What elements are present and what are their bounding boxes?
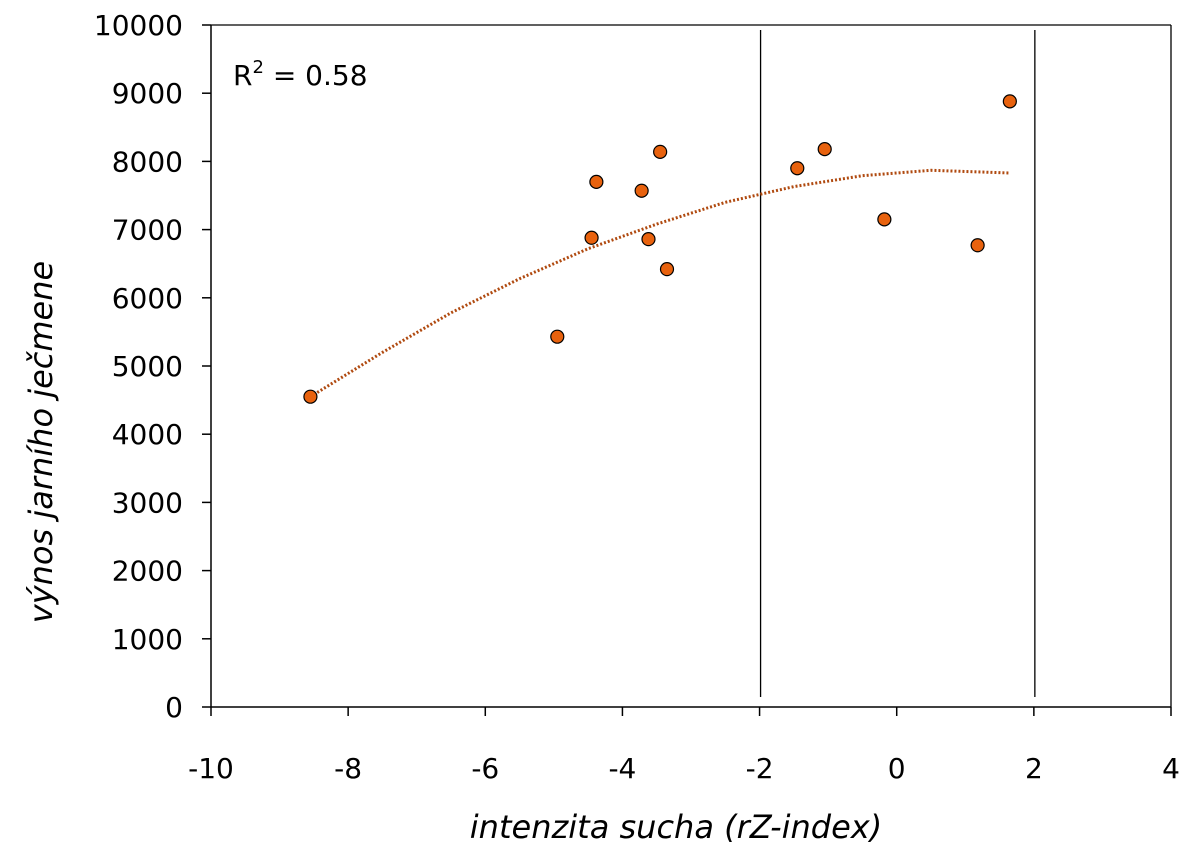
data-point xyxy=(877,212,892,227)
y-axis: 0 1000 2000 3000 4000 5000 6000 7000 8000 9000 100… xyxy=(94,9,212,724)
y-tick-label: 0 xyxy=(165,691,183,724)
y-tick-label: 3000 xyxy=(112,486,183,519)
x-axis-title: intenzita sucha (rZ-index) xyxy=(470,808,882,846)
x-tick-label: 4 xyxy=(1162,752,1180,785)
x-tick-label: -4 xyxy=(608,752,636,785)
data-point xyxy=(817,142,832,157)
r-squared-superscript: 2 xyxy=(252,57,263,78)
y-tick-label: 2000 xyxy=(112,555,183,588)
r-squared-label: R xyxy=(233,59,252,92)
y-tick-label: 5000 xyxy=(112,350,183,383)
data-point xyxy=(653,144,668,159)
x-tick-label: -2 xyxy=(746,752,774,785)
y-tick-label: 4000 xyxy=(112,418,183,451)
y-tick-label: 1000 xyxy=(112,623,183,656)
x-axis: -10 -8 -6 -4 -2 0 2 4 xyxy=(188,706,1180,785)
data-points xyxy=(303,94,1017,404)
x-tick-label: 2 xyxy=(1025,752,1043,785)
y-tick-label: 6000 xyxy=(112,282,183,315)
x-tick-label: 0 xyxy=(888,752,906,785)
plot-background xyxy=(211,25,1171,707)
reference-lines xyxy=(759,30,1036,697)
x-tick-label: -10 xyxy=(188,752,234,785)
r-squared-annotation: R2 = 0.58 xyxy=(233,57,368,92)
y-tick-label: 9000 xyxy=(112,77,183,110)
x-tick-label: -8 xyxy=(334,752,362,785)
trendline xyxy=(309,168,1010,398)
data-point xyxy=(1002,94,1017,109)
data-point xyxy=(550,329,565,344)
data-point xyxy=(641,232,656,247)
trendline-layer xyxy=(309,168,1010,398)
data-point xyxy=(790,161,805,176)
data-point xyxy=(584,230,599,245)
y-tick-label: 7000 xyxy=(112,214,183,247)
x-tick-label: -6 xyxy=(471,752,499,785)
data-point xyxy=(970,238,985,253)
plot-area xyxy=(211,24,1172,707)
data-point xyxy=(659,262,675,277)
data-point xyxy=(303,389,318,404)
r-squared-value: = 0.58 xyxy=(264,59,368,92)
y-axis-title: výnos jarního ječmene xyxy=(22,261,60,623)
y-tick-label: 8000 xyxy=(112,145,183,178)
data-point xyxy=(634,183,649,198)
data-point xyxy=(589,174,604,189)
y-tick-label: 10000 xyxy=(94,9,183,42)
